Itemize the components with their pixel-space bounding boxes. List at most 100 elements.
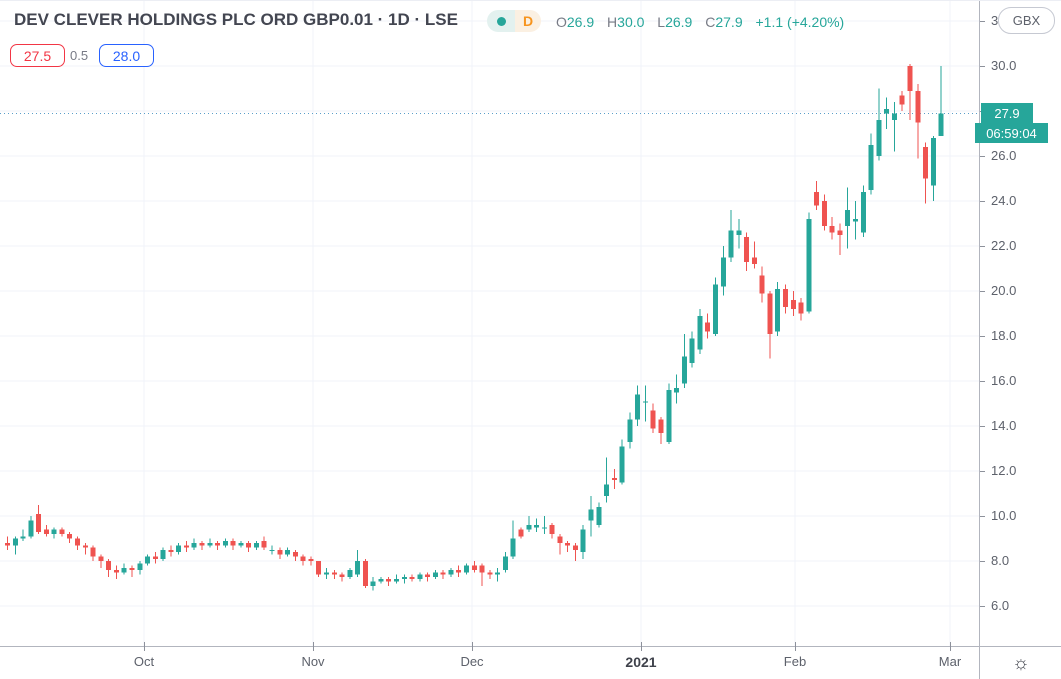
candle-body — [845, 210, 851, 226]
candle-body — [930, 138, 936, 186]
candle-body — [51, 529, 57, 534]
candle-body — [316, 561, 322, 575]
candle-body — [75, 538, 81, 546]
candle-body — [246, 543, 252, 548]
time-axis-tick — [641, 642, 642, 651]
price-tick-label: 8.0 — [991, 553, 1010, 568]
candle-body — [534, 525, 540, 528]
candle-body — [541, 527, 547, 529]
candle-body — [611, 477, 617, 480]
axis-settings-cell[interactable]: ☼ — [979, 647, 1061, 679]
time-axis-labels: Oct Nov Dec 2021 Feb Mar — [0, 642, 979, 679]
candle-body — [689, 338, 695, 363]
candle-body — [308, 558, 314, 561]
candle-body — [495, 572, 501, 575]
candle-body — [502, 556, 508, 570]
time-tick-label: Nov — [301, 654, 325, 669]
candle-body — [67, 534, 73, 539]
candle-body — [572, 545, 578, 550]
candle-body — [121, 567, 127, 573]
candle-body — [720, 257, 726, 287]
candle-body — [705, 322, 711, 332]
open-label: O — [556, 14, 567, 30]
candle-body — [370, 581, 376, 586]
time-axis-tick — [313, 642, 314, 651]
candle-body — [666, 390, 672, 442]
candle-body — [728, 230, 734, 258]
candle-body — [113, 570, 119, 573]
candle-body — [98, 556, 104, 561]
candle-body — [5, 543, 10, 546]
candle-body — [487, 572, 493, 575]
candle-body — [635, 394, 641, 420]
price-tick-label: 14.0 — [991, 418, 1017, 433]
candle-body — [915, 90, 921, 123]
candle-body — [36, 513, 42, 532]
price-tick-label: 24.0 — [991, 193, 1017, 208]
candle-body — [59, 529, 65, 534]
price-tick-label: 6.0 — [991, 598, 1010, 613]
interval-badge[interactable]: D — [487, 10, 541, 32]
candle-body — [860, 192, 866, 233]
price-axis-tick — [980, 201, 985, 202]
candle-body — [697, 315, 703, 350]
candle-body — [596, 507, 602, 525]
candle-body — [829, 225, 835, 233]
candle-body — [658, 419, 664, 433]
time-axis-tick — [795, 642, 796, 651]
candle-body — [464, 565, 470, 573]
market-open-dot-icon — [496, 16, 506, 26]
buy-ask-button[interactable]: 28.0 — [99, 44, 154, 67]
candle-body — [425, 574, 431, 577]
price-axis-tick — [980, 291, 985, 292]
price-axis-tick — [980, 426, 985, 427]
price-axis-tick — [980, 381, 985, 382]
candle-body — [409, 576, 415, 579]
candle-body — [176, 545, 182, 552]
low-value: 26.9 — [665, 14, 693, 30]
candle-body — [285, 549, 291, 555]
candle-body — [744, 237, 750, 262]
candle-body — [355, 561, 361, 575]
high-label: H — [607, 14, 618, 30]
candle-body — [510, 538, 516, 557]
candle-body — [619, 446, 625, 483]
candle-body — [432, 572, 438, 577]
candle-body — [323, 572, 329, 575]
candle-body — [215, 543, 221, 546]
candle-body — [642, 401, 648, 403]
time-tick-label: Mar — [938, 654, 962, 669]
candle-body — [20, 536, 26, 539]
candle-body — [790, 300, 796, 309]
candle-body — [798, 302, 804, 314]
candle-body — [712, 284, 718, 334]
candle-body — [238, 543, 244, 546]
time-axis[interactable]: Oct Nov Dec 2021 Feb Mar ☼ — [0, 642, 1061, 679]
symbol-title[interactable]: DEV CLEVER HOLDINGS PLC ORD GBP0.01 · 1D… — [14, 10, 458, 29]
change-value: +1.1 (+4.20%) — [755, 14, 845, 30]
candle-body — [378, 579, 384, 582]
candle-body — [674, 387, 680, 393]
candle-body — [331, 572, 337, 575]
candle-body — [891, 113, 897, 120]
price-axis-tick — [980, 21, 985, 22]
sell-bid-button[interactable]: 27.5 — [10, 44, 65, 67]
candle-body — [28, 520, 34, 537]
last-price-tag: 27.9 — [981, 103, 1033, 123]
theme-sun-icon: ☼ — [1012, 653, 1030, 674]
open-value: 26.9 — [566, 14, 595, 30]
candlestick-chart-pane[interactable] — [0, 1, 1061, 646]
time-axis-tick — [144, 642, 145, 651]
candle-body — [394, 579, 399, 582]
price-axis-tick — [980, 156, 985, 157]
candle-body — [775, 288, 781, 332]
price-axis[interactable]: 32.030.028.026.024.022.020.018.016.014.0… — [975, 1, 1061, 646]
candle-body — [736, 230, 742, 235]
candle-body — [106, 561, 112, 570]
candle-body — [588, 509, 594, 521]
price-axis-tick — [980, 66, 985, 67]
currency-unit-button[interactable]: GBX — [998, 7, 1055, 34]
candle-body — [168, 549, 174, 552]
candle-body — [440, 572, 446, 575]
